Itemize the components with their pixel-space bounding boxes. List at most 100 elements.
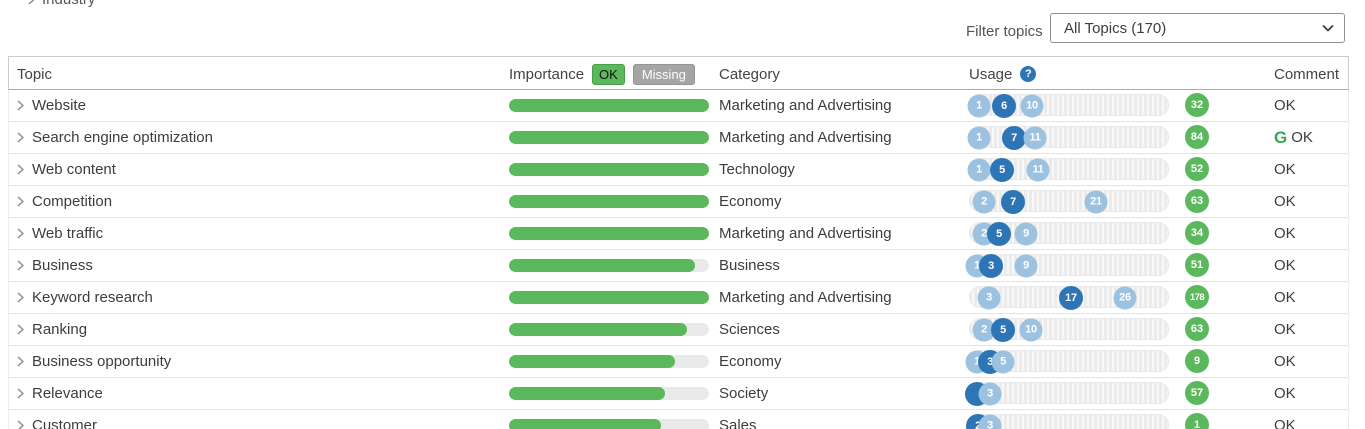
usage-marker[interactable]: 11 (1023, 126, 1047, 149)
usage-count-badge: 63 (1185, 317, 1209, 341)
usage-marker[interactable]: 10 (1020, 94, 1044, 117)
table-row[interactable]: Search engine optimization Marketing and … (9, 122, 1348, 154)
importance-ok-badge[interactable]: OK (592, 63, 625, 85)
comment-cell: OK (1274, 346, 1296, 377)
table-row[interactable]: Customer Sales 231 OK (9, 410, 1348, 429)
importance-column-header[interactable]: Importance (509, 65, 585, 83)
table-row[interactable]: Web traffic Marketing and Advertising 2 5 9 3… (9, 218, 1348, 250)
expand-chevron-icon[interactable] (17, 324, 24, 335)
category-label: Business (719, 257, 780, 274)
category-label: Sciences (719, 321, 780, 338)
usage-help-icon[interactable]: ? (1020, 66, 1037, 82)
table-row[interactable]: Website Marketing and Advertising 1 6 10 32 OK (9, 90, 1348, 122)
usage-marker[interactable]: 5 (990, 157, 1014, 182)
comment-cell: OK (1274, 314, 1296, 345)
table-row[interactable]: Business opportunity Economy 1 3 5 9 OK (9, 346, 1348, 378)
table-row[interactable]: Keyword research Marketing and Advertisin… (9, 282, 1348, 314)
expand-chevron-icon[interactable] (17, 356, 24, 367)
comment-text: OK (1274, 97, 1296, 114)
usage-marker[interactable]: 5 (987, 221, 1011, 246)
comment-cell: OK (1274, 218, 1296, 249)
usage-marker[interactable]: 26 (1113, 286, 1137, 309)
topic-cell[interactable]: Relevance (17, 378, 103, 409)
category-label: Technology (719, 161, 795, 178)
comment-cell: OK (1274, 410, 1296, 429)
expand-chevron-icon[interactable] (17, 420, 24, 429)
usage-marker[interactable]: 9 (1014, 222, 1038, 245)
topic-cell[interactable]: Web traffic (17, 218, 103, 249)
importance-missing-badge[interactable]: Missing (632, 63, 695, 85)
importance-bar-fill (509, 131, 709, 144)
usage-marker[interactable]: 7 (1001, 189, 1025, 214)
topic-cell[interactable]: Business opportunity (17, 346, 171, 377)
expand-chevron-icon[interactable] (17, 228, 24, 239)
importance-bar (509, 323, 709, 336)
usage-marker[interactable]: 2 (972, 318, 996, 341)
usage-marker[interactable]: 3 (978, 414, 1002, 429)
topic-cell[interactable]: Competition (17, 186, 112, 217)
usage-marker[interactable]: 5 (991, 350, 1015, 373)
topic-cell[interactable]: Website (17, 90, 86, 121)
usage-marker[interactable]: 7 (1002, 125, 1026, 150)
category-label: Economy (719, 193, 782, 210)
usage-marker[interactable]: 1 (967, 158, 991, 181)
topic-cell[interactable]: Search engine optimization (17, 122, 213, 153)
topic-label: Business (32, 257, 93, 274)
topic-cell[interactable]: Business (17, 250, 93, 281)
table-row[interactable]: Ranking Sciences 2 5 10 63 OK (9, 314, 1348, 346)
table-row[interactable]: Web content Technology 1 5 11 52 OK (9, 154, 1348, 186)
category-column-header[interactable]: Category (719, 65, 780, 83)
table-row[interactable]: Business Business 1 3 9 51 OK (9, 250, 1348, 282)
usage-track (969, 94, 1169, 116)
table-row[interactable]: Competition Economy 2 7 21 63 OK (9, 186, 1348, 218)
usage-marker[interactable]: 6 (992, 93, 1016, 118)
topic-cell[interactable]: Ranking (17, 314, 87, 345)
usage-track (969, 382, 1169, 404)
expand-chevron-icon[interactable] (17, 196, 24, 207)
usage-marker[interactable]: 1 (967, 126, 991, 149)
comment-text: OK (1274, 225, 1296, 242)
expand-chevron-icon[interactable] (17, 292, 24, 303)
comment-text: OK (1274, 385, 1296, 402)
usage-marker[interactable]: 5 (991, 317, 1015, 342)
usage-marker[interactable]: 2 (972, 190, 996, 213)
usage-marker[interactable]: 1 (967, 94, 991, 117)
usage-marker[interactable]: 3 (979, 253, 1003, 278)
topic-column-header[interactable]: Topic (17, 65, 53, 83)
importance-bar (509, 291, 709, 304)
topics-filter-select[interactable]: All Topics (170) (1050, 13, 1345, 43)
breadcrumb[interactable]: Industry (28, 0, 95, 8)
usage-marker[interactable]: 9 (1014, 254, 1038, 277)
usage-marker[interactable]: 11 (1026, 158, 1050, 181)
expand-chevron-icon[interactable] (17, 164, 24, 175)
comment-cell: G OK (1274, 122, 1313, 153)
expand-chevron-icon[interactable] (17, 132, 24, 143)
expand-chevron-icon[interactable] (17, 260, 24, 271)
usage-column-header[interactable]: Usage (969, 65, 1013, 83)
usage-track (969, 318, 1169, 340)
topic-cell[interactable]: Web content (17, 154, 116, 185)
topic-cell[interactable]: Keyword research (17, 282, 153, 313)
topic-cell[interactable]: Customer (17, 410, 97, 429)
expand-chevron-icon[interactable] (17, 100, 24, 111)
usage-marker[interactable]: 3 (977, 286, 1001, 309)
comment-text: OK (1274, 257, 1296, 274)
expand-chevron-icon[interactable] (17, 388, 24, 399)
filter-topics-label: Filter topics (966, 23, 1043, 40)
usage-marker[interactable]: 17 (1059, 285, 1083, 310)
table-row[interactable]: Relevance Society 3 57 OK (9, 378, 1348, 410)
usage-track (969, 350, 1169, 372)
category-label: Sales (719, 417, 757, 429)
usage-marker[interactable]: 3 (978, 382, 1002, 405)
usage-count-badge: 1 (1185, 413, 1209, 429)
importance-bar-fill (509, 387, 665, 400)
importance-bar-fill (509, 163, 709, 176)
importance-bar (509, 99, 709, 112)
usage-marker[interactable]: 10 (1019, 318, 1043, 341)
usage-count-badge: 63 (1185, 189, 1209, 213)
comment-column-header[interactable]: Comment (1274, 65, 1340, 83)
usage-count-badge: 178 (1185, 285, 1209, 309)
importance-bar-fill (509, 419, 661, 429)
usage-marker[interactable]: 21 (1084, 190, 1108, 213)
